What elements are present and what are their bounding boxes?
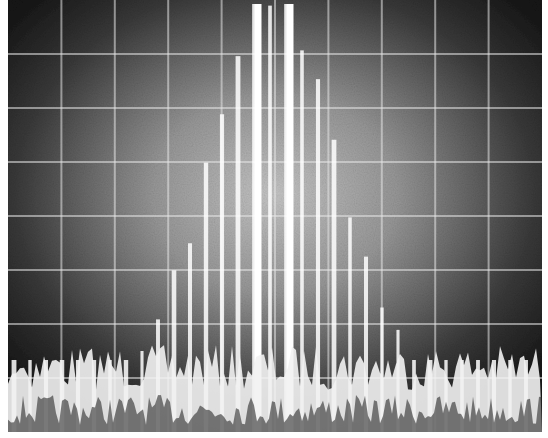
noise-shadow — [8, 395, 542, 432]
noise-floor — [8, 345, 542, 432]
